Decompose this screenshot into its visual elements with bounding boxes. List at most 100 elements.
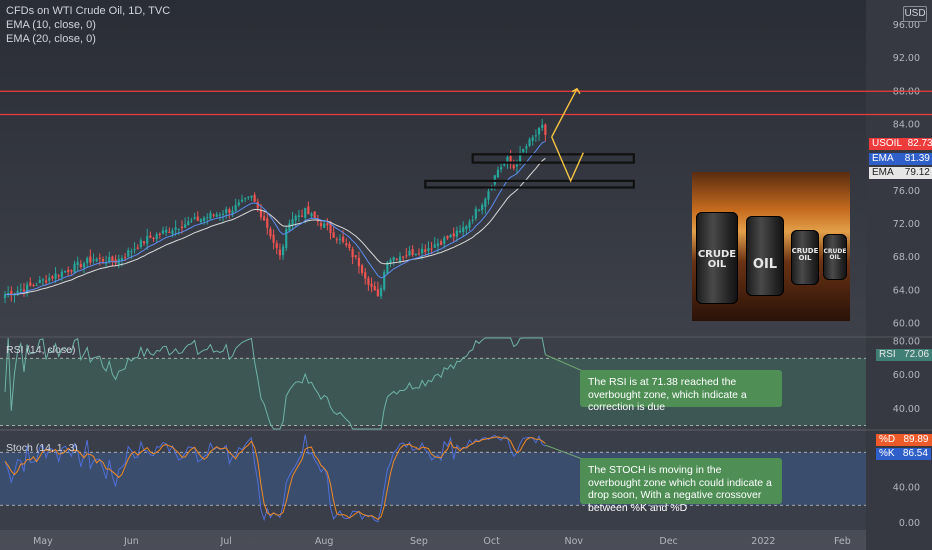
candle-body-104: [332, 232, 335, 238]
price-tick-3: 72.00: [893, 219, 920, 230]
price-tick-2: 68.00: [893, 252, 920, 263]
x-tick-7: Dec: [659, 536, 677, 547]
candle-body-90: [288, 223, 291, 231]
candle-body-72: [231, 210, 234, 214]
candle-body-15: [51, 276, 54, 279]
candle-body-40: [130, 251, 133, 253]
candle-body-109: [348, 243, 351, 248]
candle-body-66: [212, 214, 215, 216]
price-tick-6: 84.00: [893, 119, 920, 130]
candle-body-85: [272, 234, 275, 243]
candle-body-30: [98, 257, 101, 259]
support-box-lower: [424, 179, 635, 189]
candle-body-122: [389, 259, 392, 264]
k-badge-value: 86.54: [902, 448, 928, 459]
candle-body-13: [44, 280, 48, 283]
candle-body-62: [199, 219, 203, 223]
candle-body-130: [414, 253, 417, 255]
price-tick-9: 96.00: [893, 20, 920, 31]
candle-body-11: [38, 279, 41, 284]
candle-body-167: [531, 137, 534, 141]
candle-body-38: [123, 257, 127, 259]
candle-body-6: [22, 289, 26, 292]
candle-body-82: [263, 216, 266, 221]
candle-body-74: [237, 202, 240, 206]
candle-body-83: [266, 218, 269, 228]
candle-body-10: [35, 285, 38, 287]
barrel-2: OIL: [746, 216, 784, 296]
candle-body-139: [443, 237, 446, 244]
candle-body-118: [376, 289, 379, 297]
candle-body-136: [433, 244, 436, 248]
candle-body-45: [146, 236, 149, 244]
candle-body-150: [477, 209, 481, 211]
candle-body-32: [105, 262, 108, 264]
x-tick-2: Jul: [219, 536, 231, 547]
candle-body-152: [484, 198, 487, 207]
candle-body-124: [395, 258, 398, 260]
candle-body-133: [424, 249, 427, 252]
x-tick-6: Nov: [565, 536, 584, 547]
price-axis-bg: [866, 0, 932, 550]
stoch-d-line: [4, 436, 546, 521]
ema10-badge-value: 81.39: [904, 153, 930, 164]
ema10-legend[interactable]: EMA (10, close, 0): [6, 19, 96, 31]
barrel-3: CRUDE OIL: [791, 230, 819, 285]
candle-body-26: [86, 258, 89, 264]
candle-body-164: [522, 148, 525, 152]
candle-body-158: [503, 162, 506, 166]
candle-body-117: [373, 286, 376, 291]
candle-body-4: [16, 290, 19, 294]
candle-body-56: [180, 226, 184, 229]
candle-body-0: [3, 294, 7, 298]
symbol-title[interactable]: CFDs on WTI Crude Oil, 1D, TVC: [6, 5, 171, 17]
rsi-annotation[interactable]: The RSI is at 71.38 reached the overboug…: [580, 370, 782, 413]
stoch-tick-0: 0.00: [899, 518, 920, 529]
rsi-badge-label: RSI: [879, 349, 896, 360]
usoil-price-badge: USOIL 82.73: [869, 138, 932, 150]
candle-body-162: [515, 164, 519, 167]
candle-body-98: [313, 211, 316, 219]
candle-body-141: [449, 234, 452, 238]
candle-body-2: [10, 290, 13, 296]
candle-body-14: [48, 277, 51, 281]
barrel-1-label: CRUDE OIL: [697, 249, 737, 270]
candle-body-147: [468, 221, 471, 228]
candle-body-47: [152, 237, 155, 239]
candle-body-125: [398, 256, 402, 262]
x-tick-5: Oct: [483, 536, 500, 547]
price-tick-0: 60.00: [893, 319, 920, 330]
candle-body-119: [379, 288, 383, 297]
barrel-1: CRUDE OIL: [696, 212, 738, 304]
candle-body-24: [79, 263, 82, 267]
candle-body-31: [101, 259, 105, 262]
candle-body-54: [174, 227, 177, 230]
rsi-title[interactable]: RSI (14, close): [6, 344, 76, 356]
stoch-title[interactable]: Stoch (14, 1, 3): [6, 442, 78, 454]
currency-button[interactable]: USD: [903, 6, 927, 22]
candle-body-142: [452, 233, 455, 237]
stoch-k-badge: %K 86.54: [876, 448, 931, 460]
candle-body-80: [256, 201, 259, 208]
stoch-annotation[interactable]: The STOCH is moving in the overbought zo…: [580, 458, 782, 514]
candle-body-37: [120, 258, 124, 261]
stoch-d-badge: %D 89.89: [876, 434, 932, 446]
d-badge-label: %D: [879, 434, 896, 445]
candle-body-39: [127, 250, 130, 257]
candle-body-135: [430, 248, 433, 250]
candle-body-64: [206, 217, 209, 219]
ema20-legend[interactable]: EMA (20, close, 0): [6, 33, 96, 45]
candle-body-75: [240, 199, 244, 202]
candle-body-44: [142, 241, 146, 244]
candle-body-42: [136, 247, 139, 249]
candle-body-73: [234, 205, 237, 211]
crude-oil-barrels-image[interactable]: CRUDE OIL OIL CRUDE OIL CRUDE OIL: [692, 172, 850, 321]
projection-arrow-down: [551, 136, 584, 183]
candle-body-18: [60, 271, 63, 278]
barrel-2-label: OIL: [752, 257, 778, 272]
candle-body-96: [307, 206, 310, 215]
candle-body-170: [541, 124, 544, 128]
candle-body-92: [294, 215, 297, 221]
rsi-note-pointer: [545, 354, 586, 373]
x-tick-4: Sep: [410, 536, 428, 547]
